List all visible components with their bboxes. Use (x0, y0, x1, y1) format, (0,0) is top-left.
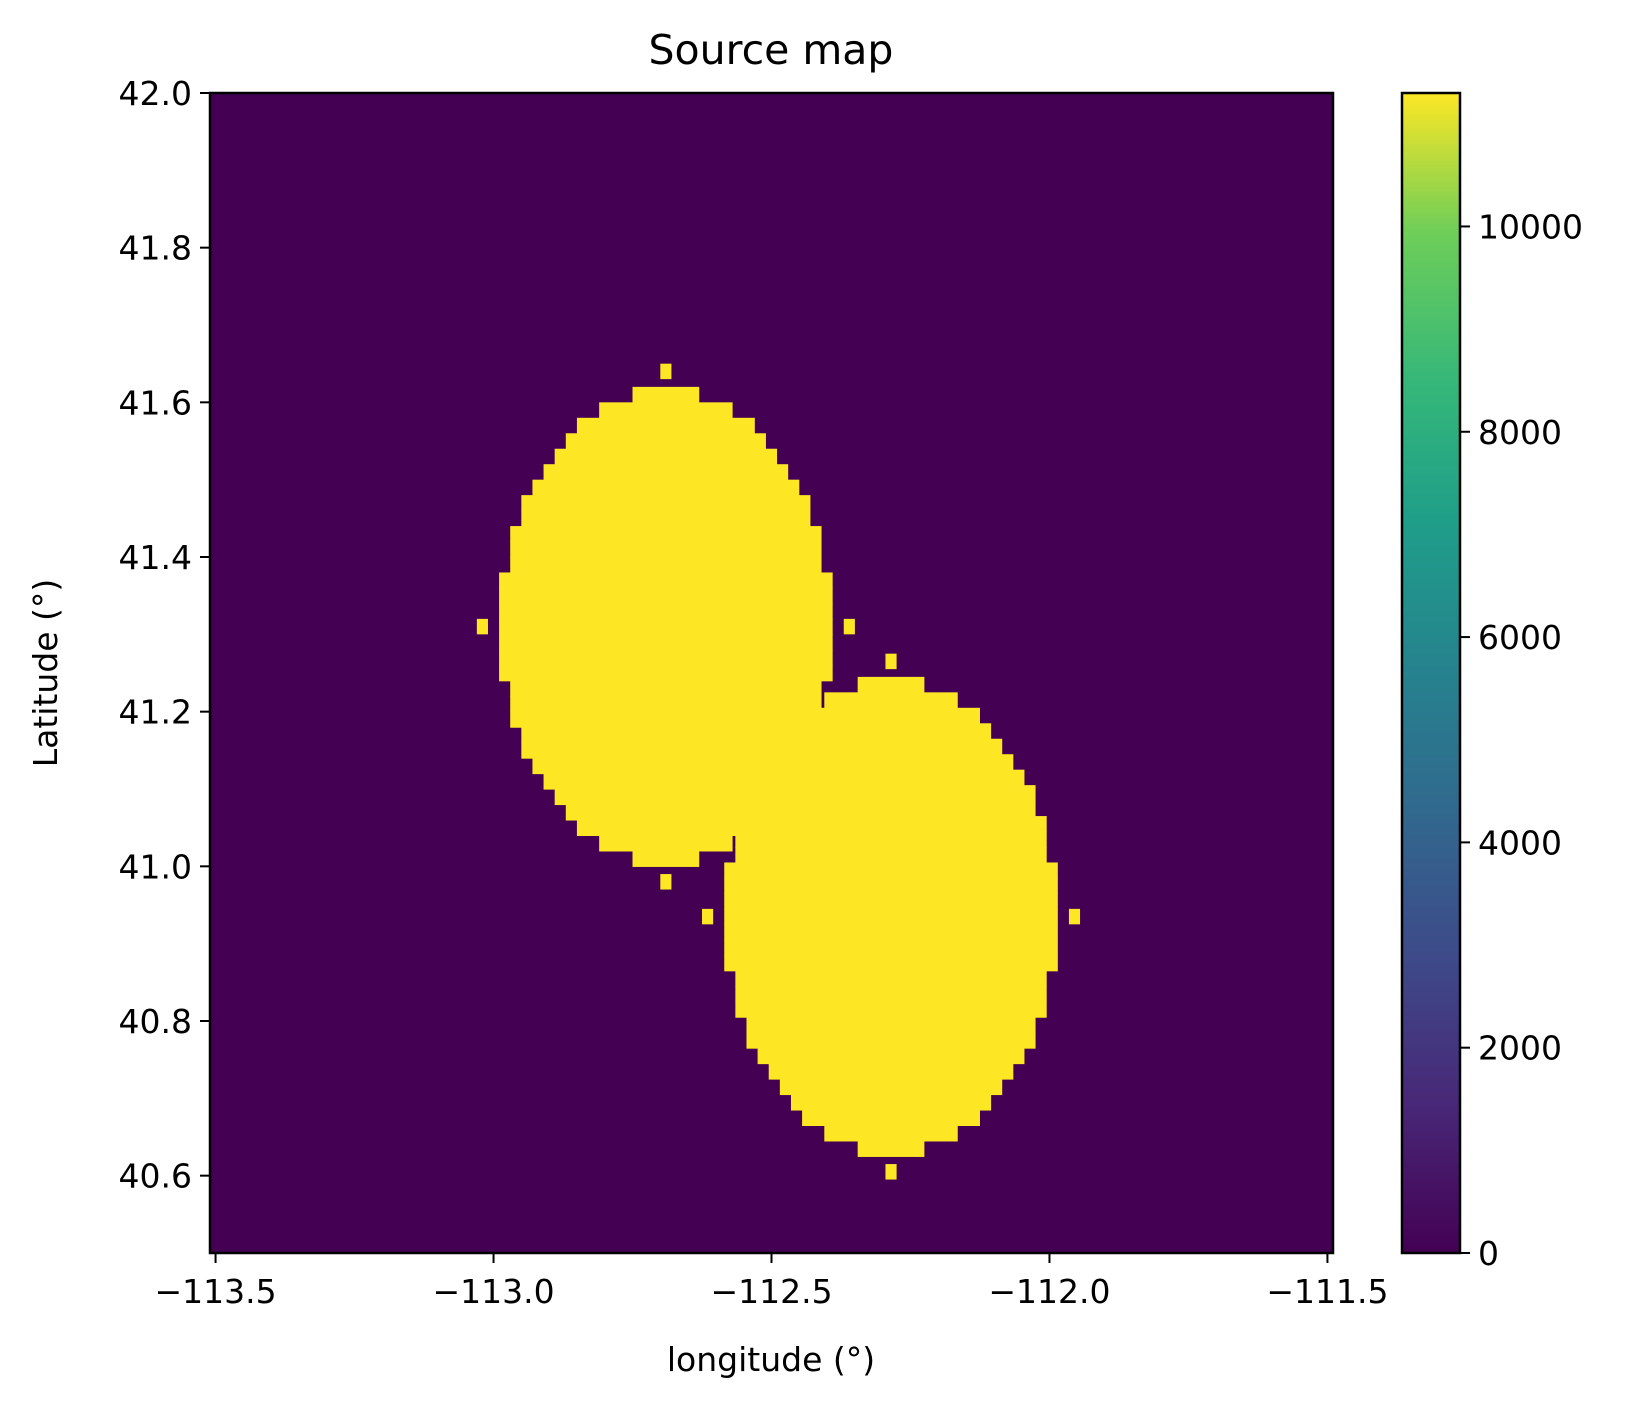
source-2-edge-cell (702, 908, 714, 925)
x-axis: −113.5 −113.0 −112.5 −112.0 −111.5 (154, 1253, 1389, 1311)
source-2-edge-cell (885, 1164, 897, 1180)
source-2-cell-row (768, 1063, 1014, 1080)
source-1-cell-row (632, 850, 700, 867)
colorbar-tick-label: 2000 (1478, 1029, 1562, 1068)
source-1-cell-row (510, 557, 822, 574)
source-1-cell-row (510, 711, 822, 728)
source-1-cell-row (543, 464, 789, 481)
source-1-cell-row (632, 386, 700, 403)
source-2-cell-row (779, 1079, 1003, 1096)
source-1-cell-row (521, 495, 811, 512)
chart-title: Source map (649, 26, 894, 74)
source-2-cell-row (724, 893, 1058, 910)
x-axis-label: longitude (°) (667, 1340, 875, 1379)
source-1-cell-row (510, 680, 822, 697)
source-2-cell-row (857, 676, 925, 693)
source-2-cell-row (802, 707, 980, 724)
source-2-edge-cell (885, 653, 897, 670)
y-tick-label: 41.8 (119, 229, 192, 268)
colorbar-gradient (1402, 93, 1460, 1253)
source-2-cell-row (735, 847, 1047, 864)
colorbar-tick-label: 0 (1478, 1234, 1499, 1273)
source-1-cell-row (510, 526, 822, 543)
source-2-cell-row (735, 970, 1047, 987)
source-2-cell-row (724, 939, 1058, 956)
source-2-cell-row (757, 1048, 1025, 1065)
y-axis: 40.6 40.8 41.0 41.2 41.4 41.6 41.8 42.0 (119, 74, 210, 1196)
source-1-cell-row (565, 804, 766, 821)
source-2-cell-row (746, 1032, 1036, 1049)
source-1-cell-row (499, 603, 833, 620)
source-2-cell-row (757, 769, 1025, 786)
source-1-cell-row (576, 819, 755, 836)
colorbar-tick-label: 4000 (1478, 823, 1562, 862)
colorbar-tick-label: 10000 (1478, 207, 1583, 246)
x-tick-label: −113.5 (154, 1272, 276, 1311)
heatmap-cells (476, 363, 1081, 1180)
source-1-cell-row (532, 758, 800, 775)
y-tick-label: 42.0 (119, 74, 192, 113)
source-2-cell-row (802, 1109, 980, 1126)
source-1-cell-row (576, 417, 755, 434)
source-1-cell-row (599, 402, 733, 419)
source-2-cell-row (724, 924, 1058, 941)
source-1-cell-row (499, 572, 833, 589)
source-1-edge-cell (660, 363, 672, 380)
x-tick-label: −112.0 (988, 1272, 1110, 1311)
y-tick-label: 41.4 (119, 538, 192, 577)
source-1-cell-row (510, 541, 822, 558)
source-2-cell-row (735, 831, 1047, 848)
y-tick-label: 40.8 (119, 1002, 192, 1041)
source-2-cell-row (746, 785, 1036, 802)
source-1-cell-row (521, 727, 811, 744)
source-1-cell-row (532, 479, 800, 496)
source-2-cell-row (857, 1140, 925, 1157)
source-2-cell-row (790, 1094, 992, 1111)
colorbar-frame (1400, 91, 1462, 1255)
source-1-cell-row (499, 634, 833, 651)
source-1-cell-row (499, 665, 833, 682)
x-tick-label: −112.5 (710, 1272, 832, 1311)
source-1-cell-row (499, 618, 833, 635)
source-1-cell-row (554, 448, 778, 465)
source-2-cell-row (724, 908, 1058, 925)
source-2-cell-row (735, 1001, 1047, 1018)
source-2-edge-cell (1068, 908, 1081, 925)
source-1-cell-row (543, 773, 789, 790)
colorbar-tick-label: 8000 (1478, 413, 1562, 452)
source-2-cell-row (779, 738, 1003, 755)
colorbar-axis: 0 2000 4000 6000 8000 10000 (1460, 207, 1583, 1273)
source-2-cell-row (824, 692, 958, 709)
source-2-cell-row (746, 1017, 1036, 1034)
source-2-cell-row (735, 816, 1047, 833)
source-2-cell-row (724, 862, 1058, 879)
source-1-cell-row (599, 835, 733, 852)
source-1-cell-row (565, 433, 766, 450)
y-tick-label: 41.0 (119, 847, 192, 886)
y-tick-label: 41.6 (119, 383, 192, 422)
y-tick-label: 41.2 (119, 693, 192, 732)
x-tick-label: −111.5 (1266, 1272, 1388, 1311)
source-2-cell-row (724, 877, 1058, 894)
source-1-cell-row (521, 742, 811, 759)
colorbar-tick-label: 6000 (1478, 618, 1562, 657)
source-2-cell-row (735, 986, 1047, 1003)
source-2-cell-row (790, 723, 992, 740)
source-1-cell-row (510, 696, 822, 713)
source-1-edge-cell (660, 874, 672, 890)
source-1-cell-row (499, 587, 833, 604)
source-1-cell-row (521, 510, 811, 527)
source-1-edge-cell (843, 618, 855, 635)
source-1-edge-cell (476, 618, 488, 635)
y-axis-label: Latitude (°) (26, 579, 65, 768)
y-tick-label: 40.6 (119, 1157, 192, 1196)
x-tick-label: −113.0 (432, 1272, 554, 1311)
source-2-cell-row (724, 955, 1058, 972)
source-2-cell-row (768, 754, 1014, 771)
source-1-cell-row (554, 789, 778, 806)
source-2-cell-row (824, 1125, 958, 1142)
source-1-cell-row (499, 649, 833, 666)
source-2-cell-row (746, 800, 1036, 817)
